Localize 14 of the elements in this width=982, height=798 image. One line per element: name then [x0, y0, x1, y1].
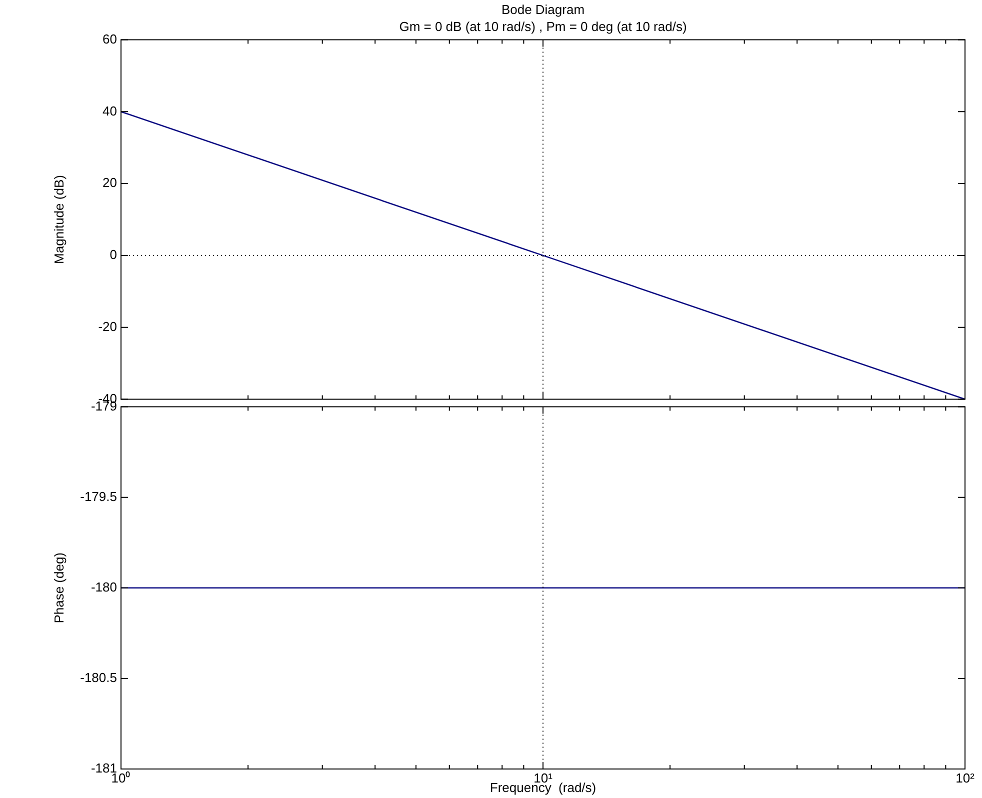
- x-tick-label: 10⁰: [111, 770, 131, 786]
- y-axis-title: Magnitude (dB): [51, 175, 66, 264]
- y-tick-label: -180: [90, 579, 117, 594]
- y-tick-label: 0: [110, 247, 117, 262]
- y-tick-label: 40: [102, 103, 117, 118]
- x-tick-label: 10²: [956, 770, 976, 786]
- y-tick-label: -20: [98, 318, 117, 334]
- y-tick-label: 60: [102, 31, 117, 46]
- chart-subtitle: Gm = 0 dB (at 10 rad/s) , Pm = 0 deg (at 10 rad/s): [398, 19, 688, 34]
- y-tick-label: -179.5: [80, 488, 117, 504]
- y-tick-label: -180.5: [80, 670, 117, 686]
- chart-title: Bode Diagram: [500, 2, 586, 17]
- y-tick-label: 20: [102, 175, 117, 190]
- y-axis-title: Phase (deg): [51, 552, 66, 624]
